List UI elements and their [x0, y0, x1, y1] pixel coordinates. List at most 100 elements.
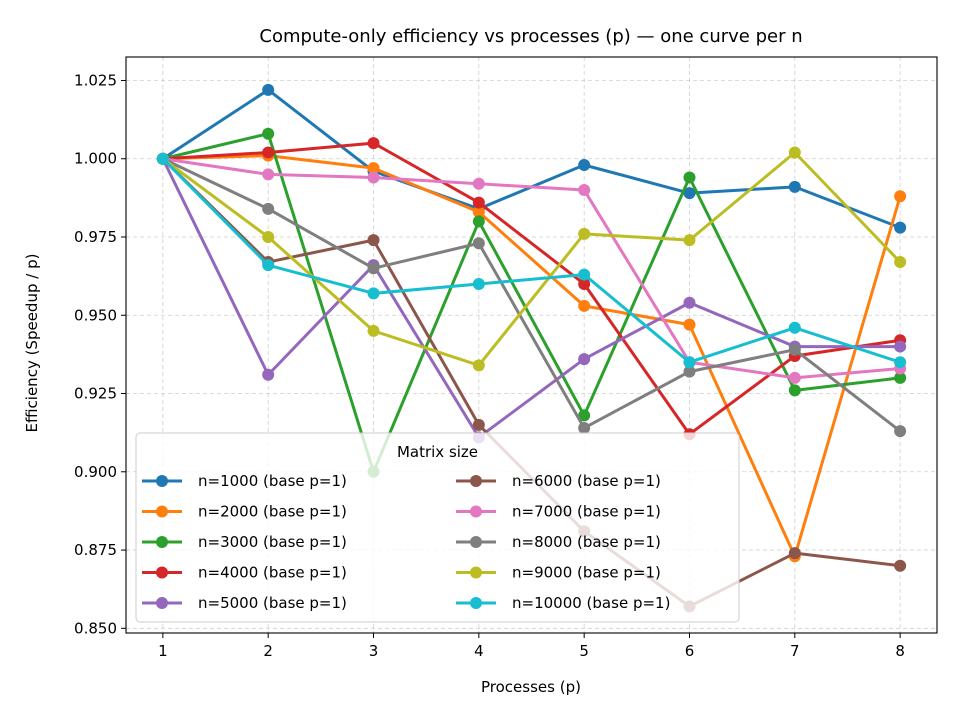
data-point: [472, 277, 485, 290]
legend-label: n=8000 (base p=1): [512, 533, 661, 551]
x-tick-label: 2: [263, 642, 273, 660]
data-point: [578, 184, 591, 197]
data-point: [788, 343, 801, 356]
x-tick-label: 5: [579, 642, 589, 660]
chart-title: Compute-only efficiency vs processes (p)…: [259, 26, 802, 47]
legend-label: n=3000 (base p=1): [198, 533, 347, 551]
data-point: [894, 190, 907, 203]
data-point: [788, 384, 801, 397]
legend-swatch-marker: [156, 505, 168, 518]
data-point: [578, 227, 591, 240]
legend-swatch-marker: [470, 475, 482, 487]
data-point: [367, 137, 380, 150]
data-point: [472, 418, 485, 431]
legend-swatch-marker: [470, 597, 482, 609]
data-point: [578, 299, 591, 312]
data-point: [262, 127, 275, 140]
series-line: [161, 157, 901, 364]
legend-swatch-marker: [470, 505, 482, 518]
data-point: [367, 171, 380, 184]
y-tick-label: 0.975: [74, 228, 117, 246]
data-point: [683, 318, 696, 331]
legend-label: n=10000 (base p=1): [512, 594, 670, 612]
data-point: [788, 146, 801, 159]
data-point: [262, 168, 275, 181]
y-axis-ticks: 0.850 0.875 0.900 0.925 0.950 0.975 1.000 1.025: [74, 71, 126, 637]
data-point: [578, 409, 591, 422]
y-tick-label: 0.850: [74, 619, 117, 637]
series-line: [162, 132, 901, 474]
legend-label: n=2000 (base p=1): [198, 503, 347, 521]
legend-swatch-marker: [156, 597, 168, 609]
legend-label: n=6000 (base p=1): [512, 472, 661, 490]
data-point: [156, 152, 169, 165]
data-point: [367, 162, 380, 175]
series-line: [161, 150, 902, 367]
data-point: [788, 321, 801, 334]
data-point: [262, 259, 275, 272]
data-point: [683, 296, 696, 309]
data-point: [788, 180, 801, 193]
series-line: [162, 157, 901, 380]
data-point: [578, 268, 591, 281]
legend-entry: n=1000 (base p=1): [142, 472, 347, 490]
x-axis-label: Processes (p): [481, 678, 581, 696]
series-9: [156, 152, 907, 369]
legend-entry: n=3000 (base p=1): [142, 533, 347, 551]
data-point: [367, 262, 380, 275]
x-tick-label: 1: [158, 642, 168, 660]
data-point: [894, 356, 907, 369]
data-point: [578, 421, 591, 434]
data-point: [472, 205, 485, 218]
legend-entry: n=10000 (base p=1): [456, 594, 670, 612]
legend-title: Matrix size: [397, 443, 478, 461]
legend-label: n=7000 (base p=1): [512, 503, 661, 521]
x-tick-label: 8: [895, 642, 905, 660]
y-tick-label: 0.950: [74, 306, 117, 324]
legend-label: n=5000 (base p=1): [198, 594, 347, 612]
series-line: [162, 157, 902, 433]
legend-entry: n=7000 (base p=1): [456, 503, 661, 521]
x-tick-label: 4: [474, 642, 484, 660]
y-tick-label: 0.925: [74, 385, 117, 403]
x-axis-ticks: 1 2 3 4 5 6 7 8: [158, 633, 905, 660]
data-point: [894, 221, 907, 234]
data-point: [683, 365, 696, 378]
series-line: [162, 154, 902, 558]
data-point: [578, 353, 591, 366]
data-point: [788, 371, 801, 384]
data-point: [472, 177, 485, 190]
plot-frame: [125, 56, 938, 634]
legend-swatch-marker: [156, 536, 168, 548]
data-point: [472, 215, 485, 228]
series-7: [156, 152, 907, 438]
legend: Matrix size n=1000 (base p=1) n=2000 (base…: [135, 432, 740, 623]
legend-entry: n=9000 (base p=1): [456, 564, 661, 582]
data-point: [683, 171, 696, 184]
series-line: [161, 158, 901, 439]
y-tick-label: 1.025: [74, 71, 117, 89]
data-point: [367, 324, 380, 337]
series-line: [162, 141, 901, 436]
y-axis-label: Efficiency (Speedup / p): [23, 254, 41, 433]
data-point: [894, 340, 907, 353]
data-point: [578, 277, 591, 290]
legend-swatch-marker: [470, 566, 482, 579]
data-point: [367, 234, 380, 247]
legend-entry: n=8000 (base p=1): [456, 533, 661, 551]
legend-entry: n=2000 (base p=1): [142, 503, 347, 521]
legend-label: n=1000 (base p=1): [198, 472, 347, 490]
data-point: [472, 359, 485, 372]
data-point: [683, 187, 696, 200]
legend-entry: n=4000 (base p=1): [142, 564, 347, 582]
data-point: [472, 196, 485, 209]
data-point: [894, 256, 907, 269]
data-point: [472, 237, 485, 250]
legend-box: [135, 432, 740, 623]
data-point: [262, 83, 275, 96]
x-tick-label: 3: [369, 642, 379, 660]
data-point: [788, 547, 801, 560]
data-point: [262, 368, 275, 381]
series-lines: [156, 83, 907, 613]
data-point: [894, 425, 907, 438]
